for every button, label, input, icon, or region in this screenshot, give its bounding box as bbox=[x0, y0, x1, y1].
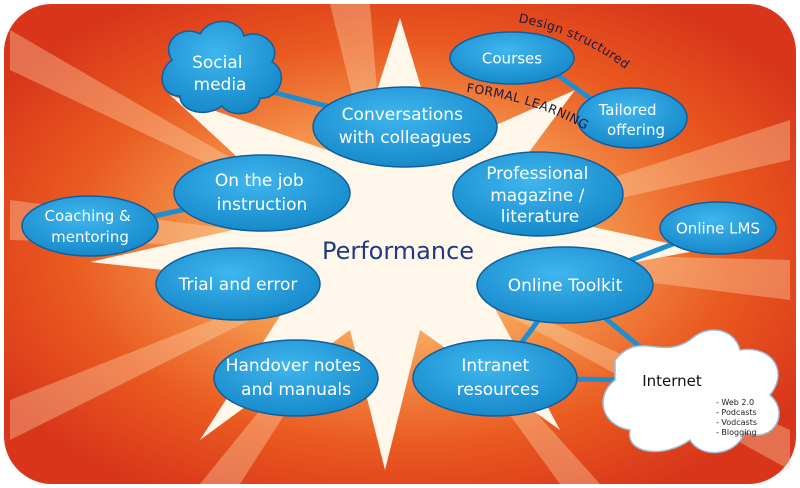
on-the-job-label: On the job instruction bbox=[215, 171, 309, 215]
node-on-the-job: On the job instruction bbox=[173, 154, 351, 232]
center-starburst bbox=[90, 18, 700, 470]
tailored-label: Tailored offering bbox=[598, 101, 665, 139]
professional-label: Professional magazine / literature bbox=[486, 164, 594, 227]
node-intranet: Intranet resources bbox=[412, 339, 578, 417]
trial-error-label: Trial and error bbox=[178, 275, 298, 295]
coaching-label: Coaching & mentoring bbox=[44, 207, 135, 246]
online-toolkit-label: Online Toolkit bbox=[508, 276, 623, 296]
node-online-toolkit: Online Toolkit bbox=[476, 246, 654, 324]
social-media-label: Social media bbox=[192, 53, 248, 95]
handover-label: Handover notes and manuals bbox=[226, 356, 367, 400]
node-coaching: Coaching & mentoring bbox=[21, 195, 159, 257]
node-tailored: Tailored offering bbox=[576, 87, 688, 149]
internet-items: - Web 2.0 - Podcasts - Vodcasts - Bloggi… bbox=[716, 398, 760, 437]
center-title: Performance bbox=[322, 237, 474, 265]
node-handover: Handover notes and manuals bbox=[213, 339, 379, 417]
node-conversations: Conversations with colleagues bbox=[312, 86, 498, 168]
node-courses: Courses bbox=[449, 31, 575, 85]
intranet-label: Intranet resources bbox=[457, 356, 540, 400]
node-trial-error: Trial and error bbox=[155, 247, 321, 321]
internet-label: Internet bbox=[642, 372, 702, 390]
node-online-lms: Online LMS bbox=[659, 201, 777, 255]
node-social-media: Social media bbox=[161, 20, 283, 115]
conversations-label: Conversations with colleagues bbox=[339, 105, 472, 148]
node-professional: Professional magazine / literature bbox=[452, 151, 624, 237]
courses-label: Courses bbox=[482, 50, 542, 68]
online-lms-label: Online LMS bbox=[676, 220, 760, 238]
internet-splash bbox=[602, 329, 780, 454]
